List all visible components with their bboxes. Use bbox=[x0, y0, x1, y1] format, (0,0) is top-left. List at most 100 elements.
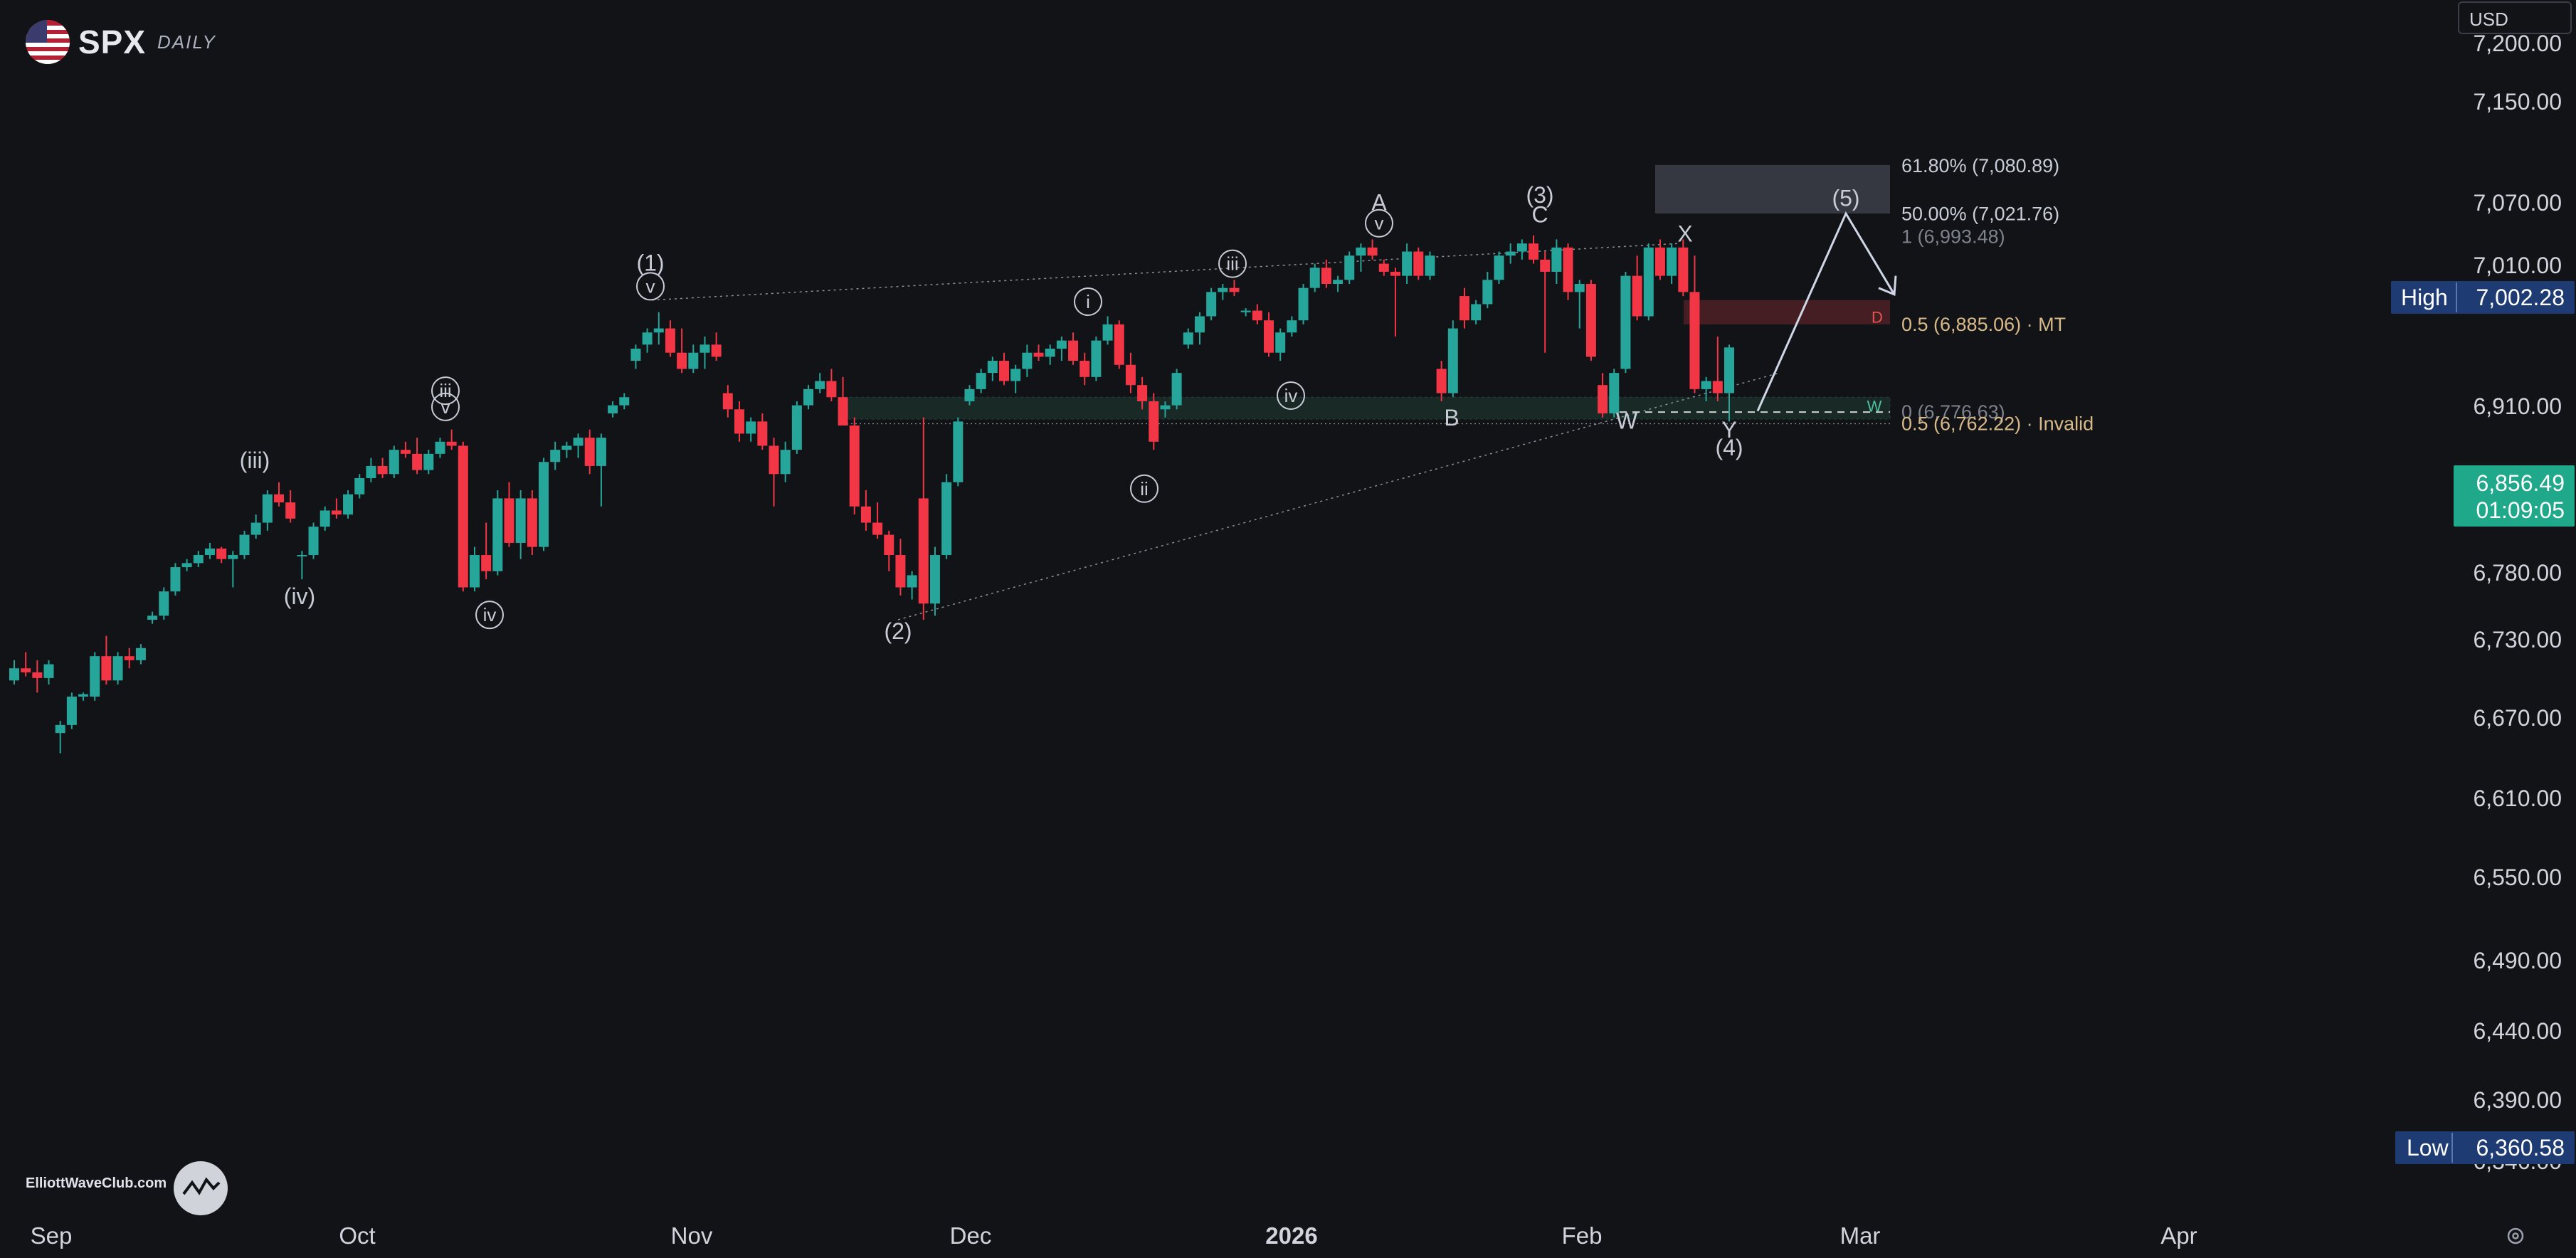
candle-body bbox=[66, 697, 77, 725]
x-axis-tick: Oct bbox=[339, 1222, 375, 1249]
candle-body bbox=[181, 563, 192, 568]
candle-body bbox=[803, 388, 814, 406]
wave-label: Y bbox=[1721, 417, 1736, 443]
candle-body bbox=[677, 352, 687, 369]
y-axis-tick: 7,010.00 bbox=[2473, 253, 2562, 278]
x-axis-tick: Feb bbox=[1562, 1222, 1603, 1249]
candle-body bbox=[1413, 251, 1424, 276]
wave-label: (1) bbox=[636, 250, 664, 276]
candle-body bbox=[1654, 247, 1665, 276]
candle-body bbox=[1667, 247, 1677, 276]
candle-body bbox=[1689, 292, 1700, 389]
candle-body bbox=[1598, 385, 1608, 413]
x-axis-tick: Mar bbox=[1840, 1222, 1881, 1249]
candle-body bbox=[124, 656, 134, 660]
candle-body bbox=[561, 445, 572, 450]
high-badge bbox=[2391, 281, 2575, 314]
candle-body bbox=[90, 656, 100, 697]
candle-body bbox=[9, 668, 19, 681]
candle-body bbox=[941, 482, 952, 556]
candle-body bbox=[435, 441, 445, 454]
candle-body bbox=[1125, 364, 1136, 386]
wave-label-ring bbox=[1277, 381, 1305, 410]
candle-body bbox=[907, 575, 917, 588]
ticker-symbol: SPX bbox=[78, 23, 147, 60]
candle-body bbox=[584, 438, 595, 466]
candle-body bbox=[239, 534, 250, 556]
y-axis-tick: 6,670.00 bbox=[2473, 705, 2562, 731]
x-axis-tick: Sep bbox=[31, 1222, 73, 1249]
candle-body bbox=[746, 421, 756, 434]
fib-level-label: 0 (6,776.63) bbox=[1901, 401, 2005, 423]
wave-label: i bbox=[1086, 291, 1090, 312]
fib-level-label: 61.80% (7,080.89) bbox=[1901, 155, 2059, 176]
x-axis-tick: Apr bbox=[2160, 1222, 2197, 1249]
candle-body bbox=[1206, 292, 1217, 317]
wave-label: ii bbox=[1140, 478, 1149, 500]
y-axis-tick: 7,150.00 bbox=[2473, 89, 2562, 115]
candle-body bbox=[1436, 369, 1447, 393]
candle-body bbox=[1482, 280, 1493, 305]
candle-body bbox=[619, 397, 630, 406]
candle-body bbox=[1712, 381, 1723, 393]
currency-selector[interactable]: USD bbox=[2458, 1, 2572, 34]
wave-label: iii bbox=[1226, 253, 1238, 275]
candle-body bbox=[1137, 385, 1148, 401]
candle-body bbox=[1068, 340, 1079, 361]
candle-body bbox=[32, 672, 43, 678]
candle-body bbox=[1494, 255, 1504, 280]
timeframe-label: DAILY bbox=[157, 31, 216, 53]
low-badge-value: 6,360.58 bbox=[2476, 1135, 2565, 1161]
candle-body bbox=[1551, 247, 1562, 272]
candle-body bbox=[1056, 340, 1067, 349]
bar-countdown: 01:09:05 bbox=[2476, 497, 2565, 523]
candle-body bbox=[366, 465, 376, 478]
y-axis-tick: 6,730.00 bbox=[2473, 627, 2562, 652]
candle-body bbox=[688, 352, 699, 369]
us-flag-icon bbox=[26, 20, 70, 64]
candle-body bbox=[1447, 328, 1458, 393]
candle-body bbox=[1574, 284, 1585, 292]
candle-body bbox=[895, 555, 906, 588]
fib-level-label: 1 (6,993.48) bbox=[1901, 226, 2005, 248]
wave-label-ring bbox=[431, 392, 460, 421]
candle-body bbox=[400, 450, 411, 454]
candle-body bbox=[1585, 284, 1596, 357]
candle-body bbox=[757, 421, 768, 446]
candle-body bbox=[1171, 373, 1182, 406]
candle-body bbox=[135, 648, 146, 660]
upper-trendline bbox=[651, 243, 1680, 301]
candle-body bbox=[492, 498, 503, 571]
candle-body bbox=[1321, 268, 1331, 285]
y-axis-tick: 7,200.00 bbox=[2473, 31, 2562, 56]
candle-body bbox=[331, 510, 342, 515]
candle-body bbox=[1045, 349, 1055, 357]
candle-body bbox=[1022, 352, 1033, 369]
candle-body bbox=[1091, 340, 1102, 377]
low-badge bbox=[2395, 1131, 2575, 1164]
candle-body bbox=[987, 361, 998, 374]
candle-body bbox=[596, 438, 606, 466]
candle-body bbox=[1264, 320, 1274, 353]
candle-body bbox=[1183, 332, 1193, 345]
target-zone bbox=[1655, 164, 1890, 214]
wave-label-ring bbox=[1074, 287, 1102, 317]
candle-body bbox=[320, 510, 330, 527]
y-axis-tick: 6,780.00 bbox=[2473, 560, 2562, 586]
candle-body bbox=[884, 534, 894, 556]
y-axis-tick: 6,910.00 bbox=[2473, 393, 2562, 419]
candle-body bbox=[515, 498, 526, 543]
candle-body bbox=[147, 615, 158, 620]
candle-body bbox=[1563, 247, 1573, 292]
candle-body bbox=[170, 567, 181, 592]
fib-level-label: 0.5 (6,762.22) · Invalid bbox=[1901, 413, 2094, 435]
wave-label: X bbox=[1677, 221, 1692, 247]
candle-body bbox=[389, 450, 399, 475]
high-badge-label: High bbox=[2401, 285, 2448, 310]
candle-body bbox=[815, 381, 825, 389]
y-axis-tick: 6,550.00 bbox=[2473, 865, 2562, 890]
candle-body bbox=[1102, 324, 1113, 341]
settings-gear-icon[interactable] bbox=[2505, 1225, 2526, 1247]
y-axis-tick: 6,390.00 bbox=[2473, 1087, 2562, 1113]
